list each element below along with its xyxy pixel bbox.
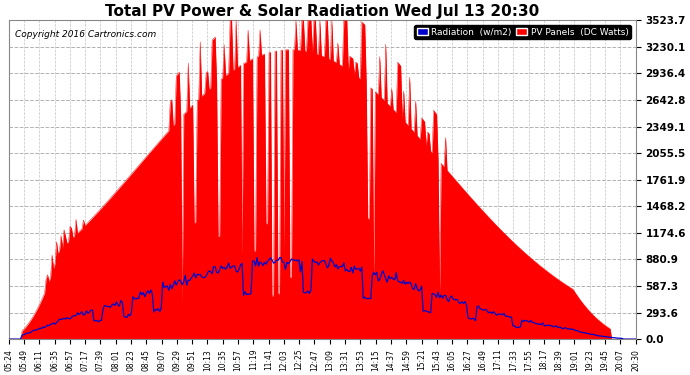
Legend: Radiation  (w/m2), PV Panels  (DC Watts): Radiation (w/m2), PV Panels (DC Watts) bbox=[414, 25, 631, 39]
Text: Copyright 2016 Cartronics.com: Copyright 2016 Cartronics.com bbox=[15, 30, 156, 39]
Title: Total PV Power & Solar Radiation Wed Jul 13 20:30: Total PV Power & Solar Radiation Wed Jul… bbox=[105, 4, 540, 19]
